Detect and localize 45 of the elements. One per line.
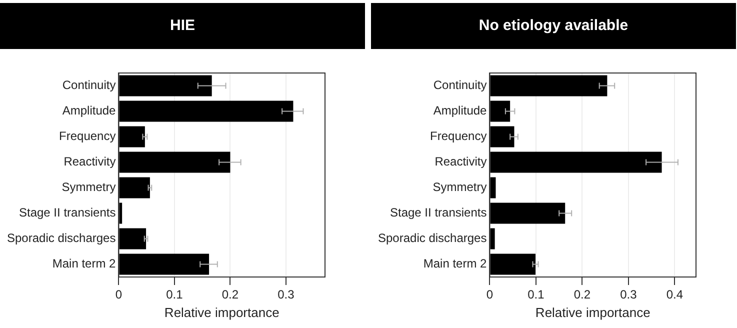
chart-title: No etiology available: [371, 3, 736, 49]
chart-title: HIE: [0, 3, 365, 49]
x-tick-label: 0.1: [166, 288, 184, 302]
y-tick-label: Sporadic discharges: [6, 231, 116, 246]
y-tick-label: Reactivity: [434, 154, 487, 169]
x-axis-title: Relative importance: [535, 304, 650, 320]
bar: [490, 100, 510, 122]
x-tick-label: 0.3: [278, 288, 295, 302]
bar: [119, 126, 145, 148]
y-tick-label: Continuity: [62, 78, 116, 92]
bar: [490, 152, 662, 173]
bar: [119, 202, 122, 224]
x-tick-label: 0: [115, 288, 122, 302]
bar: [490, 228, 495, 250]
y-tick-label: Frequency: [430, 129, 487, 144]
y-tick-label: Continuity: [433, 78, 487, 92]
y-tick-label: Stage II transients: [18, 206, 116, 220]
bar: [119, 152, 230, 173]
bar: [490, 254, 536, 275]
y-tick-label: Sporadic discharges: [378, 231, 487, 246]
bar: [490, 75, 608, 96]
y-tick-label: Main term 2: [52, 256, 116, 271]
bar: [119, 228, 146, 250]
y-tick-label: Main term 2: [423, 256, 488, 271]
bar: [490, 177, 496, 198]
bar: [490, 202, 566, 224]
bar: [119, 177, 150, 198]
bar: [119, 75, 212, 96]
x-axis-title: Relative importance: [164, 304, 280, 320]
x-tick-label: 0: [486, 288, 494, 302]
x-tick-label: 0.1: [528, 288, 545, 302]
bar: [490, 126, 514, 148]
y-tick-label: Frequency: [59, 129, 116, 144]
x-tick-label: 0.2: [574, 288, 591, 302]
bar: [119, 254, 210, 275]
y-tick-label: Amplitude: [62, 104, 116, 118]
x-tick-label: 0.3: [620, 288, 638, 302]
x-tick-label: 0.4: [666, 288, 684, 302]
y-tick-label: Symmetry: [432, 180, 487, 194]
y-tick-label: Amplitude: [433, 104, 488, 118]
y-tick-label: Stage II transients: [390, 206, 487, 220]
y-tick-label: Reactivity: [64, 154, 116, 169]
x-tick-label: 0.2: [222, 288, 239, 302]
y-tick-label: Symmetry: [62, 180, 116, 194]
bar: [119, 100, 294, 122]
